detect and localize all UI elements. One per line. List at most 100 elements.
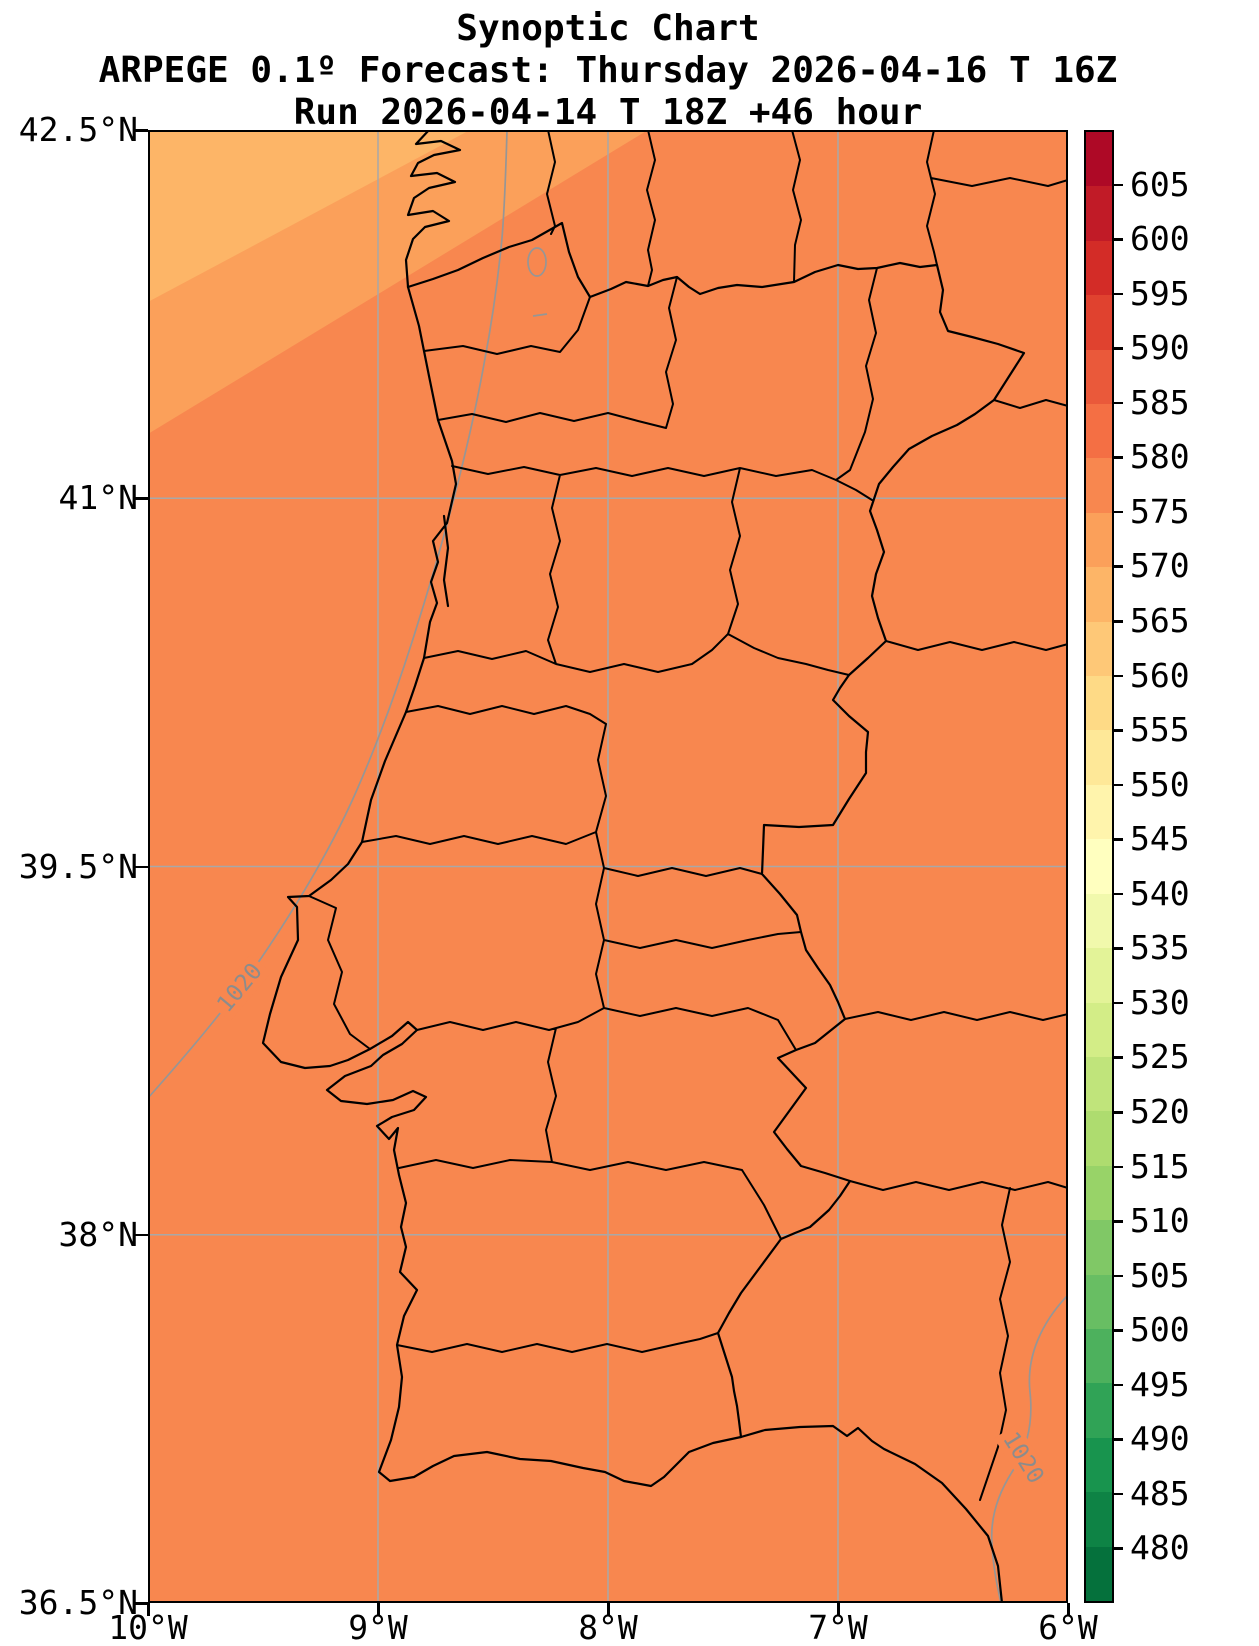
colorbar-tick-label: 570 (1130, 546, 1190, 586)
colorbar-tick-mark (1114, 456, 1123, 459)
colorbar-tick-label: 540 (1130, 873, 1190, 913)
colorbar-tick-label: 600 (1130, 219, 1190, 259)
colorbar-tick-label: 515 (1130, 1146, 1190, 1186)
lon-tick-mark (837, 1603, 840, 1616)
colorbar-tick-mark (1114, 238, 1123, 241)
colorbar-band (1086, 1001, 1112, 1057)
lat-tick-label: 41°N (58, 478, 138, 518)
colorbar-tick-mark (1114, 892, 1123, 896)
colorbar-tick-mark (1114, 1056, 1123, 1059)
isobar-1020-west (150, 132, 508, 1098)
colorbar-band (1086, 456, 1112, 513)
colorbar-tick-mark (1114, 510, 1123, 514)
colorbar-tick-mark (1114, 1383, 1123, 1387)
colorbar-band (1086, 1164, 1112, 1221)
colorbar-tick-mark (1114, 347, 1123, 350)
colorbar-band (1086, 1055, 1112, 1112)
isobar-closed-small (527, 247, 547, 277)
colorbar-tick-mark (1114, 292, 1123, 296)
colorbar-band (1086, 1109, 1112, 1166)
chart-title: Synoptic Chart (456, 8, 760, 49)
colorbar-band (1086, 946, 1112, 1003)
colorbar-tick-label: 580 (1130, 437, 1190, 477)
portugal-spain-border (406, 221, 1026, 1439)
colorbar-tick-mark (1114, 1329, 1123, 1332)
map-plot-area: 1020 1020 (148, 130, 1068, 1603)
colorbar-tick-label: 520 (1130, 1092, 1190, 1131)
colorbar-tick-label: 525 (1130, 1037, 1190, 1077)
colorbar-band (1086, 1327, 1112, 1384)
colorbar-tick-label: 555 (1130, 710, 1190, 750)
lat-tick-mark (135, 1233, 148, 1237)
lat-tick-mark (135, 1602, 148, 1605)
lat-tick-label: 42.5°N (18, 110, 138, 149)
colorbar-band (1086, 620, 1112, 677)
colorbar-band (1086, 565, 1112, 622)
colorbar-band (1086, 783, 1112, 840)
colorbar-band (1086, 1436, 1112, 1493)
colorbar-tick-label: 595 (1130, 273, 1190, 313)
colorbar-tick-mark (1114, 729, 1123, 732)
field-nw-band-corner (150, 132, 467, 301)
lon-tick-mark (377, 1603, 380, 1616)
colorbar-tick-mark (1114, 1547, 1123, 1550)
colorbar-band (1086, 729, 1112, 785)
colorbar-tick-mark (1114, 1438, 1123, 1441)
colorbar-tick-label: 565 (1130, 601, 1190, 640)
colorbar-tick-mark (1114, 565, 1123, 568)
colorbar-tick-label: 605 (1130, 164, 1190, 204)
colorbar-band (1086, 1218, 1112, 1275)
colorbar-band (1086, 1381, 1112, 1438)
colorbar-tick-mark (1114, 1220, 1123, 1223)
lat-tick-mark (135, 129, 148, 132)
colorbar-tick-mark (1114, 1165, 1123, 1169)
isobar-fragment (532, 313, 548, 317)
colorbar (1084, 130, 1114, 1603)
colorbar-tick-mark (1114, 674, 1123, 678)
isobar-label-patch (208, 954, 272, 1022)
colorbar-tick-mark (1114, 401, 1123, 405)
colorbar-tick-mark (1114, 1111, 1123, 1114)
colorbar-tick-label: 495 (1130, 1364, 1190, 1404)
colorbar-tick-mark (1114, 183, 1123, 187)
coastline (261, 132, 1003, 1601)
lon-tick-mark (607, 1603, 610, 1616)
lat-tick-mark (135, 865, 148, 868)
chart-subtitle: ARPEGE 0.1º Forecast: Thursday 2026-04-1… (98, 50, 1118, 91)
map-canvas: 1020 1020 (150, 132, 1066, 1601)
colorbar-tick-label: 550 (1130, 764, 1190, 804)
colorbar-tick-label: 535 (1130, 928, 1190, 968)
boundary-layer (261, 132, 1066, 1601)
isobar-label-patch (994, 1423, 1052, 1493)
lat-tick-label: 36.5°N (18, 1583, 138, 1622)
colorbar-tick-label: 590 (1130, 328, 1190, 368)
colorbar-band (1086, 1273, 1112, 1329)
colorbar-tick-mark (1114, 947, 1123, 950)
colorbar-band (1086, 293, 1112, 350)
colorbar-tick-label: 505 (1130, 1255, 1190, 1295)
colorbar-tick-label: 560 (1130, 655, 1190, 695)
lon-tick-mark (147, 1603, 150, 1616)
colorbar-tick-mark (1114, 620, 1123, 623)
colorbar-tick-label: 510 (1130, 1201, 1190, 1241)
colorbar-band (1086, 674, 1112, 731)
colorbar-tick-mark (1114, 1001, 1123, 1005)
colorbar-tick-label: 485 (1130, 1473, 1190, 1513)
colorbar-tick-mark (1114, 838, 1123, 841)
admin-district-boundaries (308, 132, 1066, 1501)
colorbar-tick-label: 500 (1130, 1310, 1190, 1350)
lat-tick-mark (135, 497, 148, 500)
colorbar-band (1086, 511, 1112, 568)
colorbar-band (1086, 1490, 1112, 1547)
colorbar-band (1086, 348, 1112, 405)
colorbar-tick-mark (1114, 1492, 1123, 1496)
colorbar-tick-label: 530 (1130, 982, 1190, 1022)
colorbar-tick-label: 490 (1130, 1419, 1190, 1459)
colorbar-bands (1086, 132, 1112, 1601)
colorbar-band (1086, 402, 1112, 459)
colorbar-tick-label: 480 (1130, 1528, 1190, 1568)
colorbar-tick-mark (1114, 783, 1123, 787)
lat-tick-label: 39.5°N (18, 846, 138, 886)
colorbar-tick-label: 575 (1130, 491, 1190, 531)
